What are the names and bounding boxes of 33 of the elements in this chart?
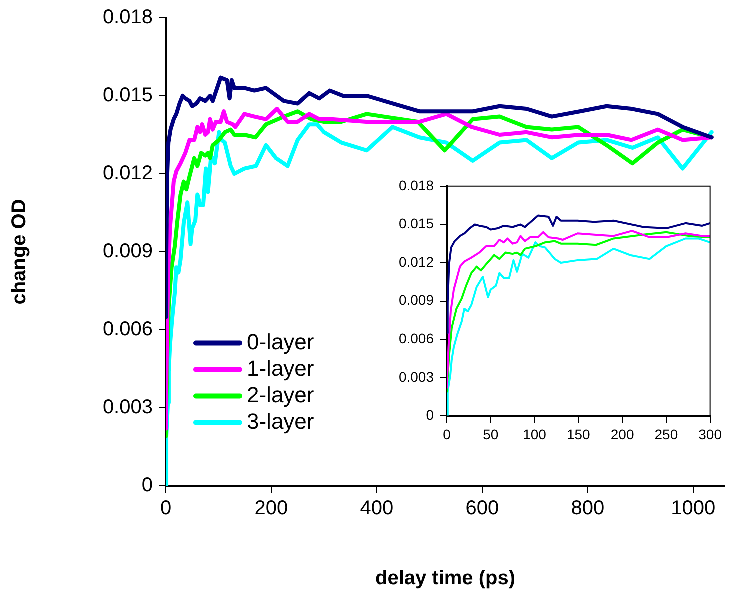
legend-label: 0-layer [247,329,314,354]
legend-label: 3-layer [247,408,314,434]
y-tick-label: 0.018 [102,6,153,29]
x-tick-label: 50 [483,426,499,442]
y-tick-label: 0 [142,474,153,497]
x-tick-label: 0 [160,498,172,520]
x-tick-label: 800 [571,498,605,520]
x-tick-label: 0 [443,426,452,442]
y-tick-label: 0.009 [398,292,434,308]
x-tick-label: 200 [610,426,634,442]
y-tick-label: 0 [426,407,434,424]
x-axis-title: delay time (ps) [375,568,516,590]
x-tick-label: 200 [254,498,288,520]
x-tick-label: 600 [466,498,500,520]
y-tick-label: 0.015 [398,216,434,232]
y-tick-label: 0.006 [102,318,153,341]
x-tick-label: 100 [523,426,547,442]
y-tick-label: 0.003 [102,396,153,419]
y-axis-title: change OD [8,199,31,305]
x-tick-label: 150 [566,426,591,442]
y-tick-label: 0.012 [102,162,153,185]
x-tick-label: 400 [360,498,394,520]
y-tick-label: 0.015 [102,84,153,107]
x-tick-label: 250 [654,426,678,442]
x-tick-label: 1000 [671,498,716,520]
y-tick-label: 0.012 [398,254,434,270]
legend-label: 2-layer [247,382,314,408]
y-tick-label: 0.018 [398,177,434,194]
y-tick-label: 0.006 [398,330,434,346]
y-tick-label: 0.009 [102,240,153,263]
y-tick-label: 0.003 [398,368,434,385]
x-tick-label: 300 [698,426,722,442]
legend-label: 1-layer [247,356,314,381]
